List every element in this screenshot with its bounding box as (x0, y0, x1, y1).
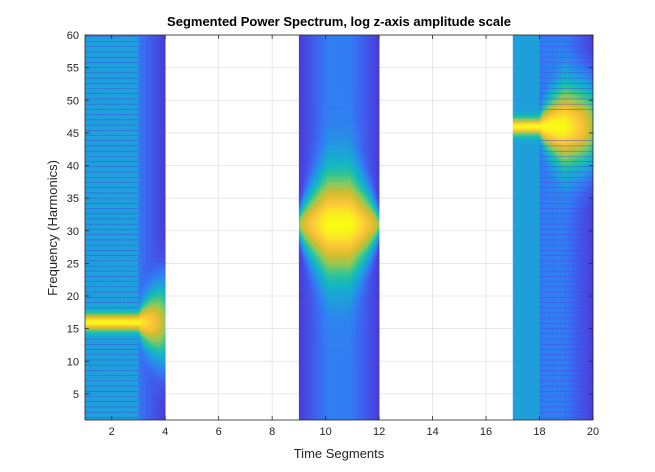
spectrum-cell (164, 373, 166, 376)
spectrum-cell (164, 271, 166, 274)
spectrum-cell (164, 280, 166, 283)
spectrum-cell (164, 254, 166, 257)
spectrum-cell (164, 338, 166, 341)
spectrum-cell (164, 294, 166, 297)
spectrum-cell (164, 225, 166, 232)
spectrum-cell (164, 231, 166, 234)
spectrum-cell (164, 380, 166, 383)
spectrum-cell (164, 351, 166, 354)
spectrum-bands (85, 35, 593, 420)
spectrum-cell (164, 378, 166, 381)
spectrum-cell (164, 342, 166, 345)
spectrum-cell (164, 287, 166, 290)
spectrum-cell (164, 398, 166, 401)
spectrum-cell (164, 247, 166, 250)
spectrum-cell (164, 262, 166, 265)
spectrum-cell (164, 349, 166, 352)
spectrum-cell (164, 298, 166, 301)
spectrum-cell (164, 362, 166, 365)
spectrum-cell (164, 240, 166, 243)
spectrum-cell (164, 311, 166, 314)
spectrum-cell (164, 302, 166, 305)
spectrum-cell (164, 331, 166, 334)
spectrum-cell (164, 238, 166, 241)
spectrum-cell (164, 358, 166, 361)
spectrum-cell (164, 333, 166, 336)
spectrum-cell (164, 265, 166, 268)
spectrum-cell (164, 256, 166, 259)
spectrum-cell (164, 387, 166, 390)
spectrum-cell (164, 296, 166, 299)
spectrum-segment-1 (85, 35, 166, 420)
spectrum-cell (164, 365, 166, 368)
spectrum-cell (164, 260, 166, 263)
spectrum-cell (164, 400, 166, 403)
spectrum-cell (164, 269, 166, 272)
spectrum-cell (164, 347, 166, 350)
spectrum-cell (164, 402, 166, 405)
spectrum-cell (164, 385, 166, 388)
spectrum-cell (164, 382, 166, 385)
spectrum-cell (164, 367, 166, 370)
spectrum-cell (164, 267, 166, 270)
spectrum-cell (164, 345, 166, 348)
spectrum-cell (164, 285, 166, 288)
spectrum-cell (164, 245, 166, 248)
spectrum-cell (164, 411, 166, 414)
spectrum-cell (164, 404, 166, 407)
spectrum-cell (164, 369, 166, 372)
spectrum-cell (164, 305, 166, 308)
spectrum-cell (164, 320, 166, 323)
spectrum-cell (164, 282, 166, 285)
spectrum-cell (164, 220, 166, 225)
spectrum-cell (164, 276, 166, 279)
spectrum-cell (164, 278, 166, 281)
spectrum-cell (164, 258, 166, 261)
spectrum-cell (164, 396, 166, 399)
spectrum-cell (164, 291, 166, 294)
spectrum-cell (164, 316, 166, 319)
spectrum-cell (164, 322, 166, 325)
spectrum-cell (164, 393, 166, 396)
spectrum-cell (164, 360, 166, 363)
spectrum-cell (164, 325, 166, 328)
spectrum-cell (164, 307, 166, 310)
spectrum-cell (164, 391, 166, 394)
spectrum-cell (164, 205, 166, 221)
spectrum-cell (164, 340, 166, 343)
spectrum-cell (164, 318, 166, 321)
spectrum-cell (164, 389, 166, 392)
spectrum-cell (164, 314, 166, 317)
spectrum-cell (164, 234, 166, 239)
spectrum-cell (164, 329, 166, 332)
spectrum-cell (164, 376, 166, 379)
spectrum-cell (164, 336, 166, 339)
spectrum-cell (164, 243, 166, 246)
spectrum-cell (164, 407, 166, 410)
spectrum-cell (164, 289, 166, 292)
spectrum-segment-2 (299, 35, 380, 420)
spectrum-cell (164, 35, 166, 205)
spectrum-cell (164, 356, 166, 359)
spectrum-cell (164, 409, 166, 412)
spectrum-cell (164, 274, 166, 277)
spectrum-cell (164, 300, 166, 303)
spectrum-cell (164, 353, 166, 356)
spectrum-cell (164, 309, 166, 312)
spectrum-cell (164, 371, 166, 374)
spectrum-cell (164, 249, 166, 252)
spectrum-cell (164, 327, 166, 330)
spectrum-cell (164, 251, 166, 254)
